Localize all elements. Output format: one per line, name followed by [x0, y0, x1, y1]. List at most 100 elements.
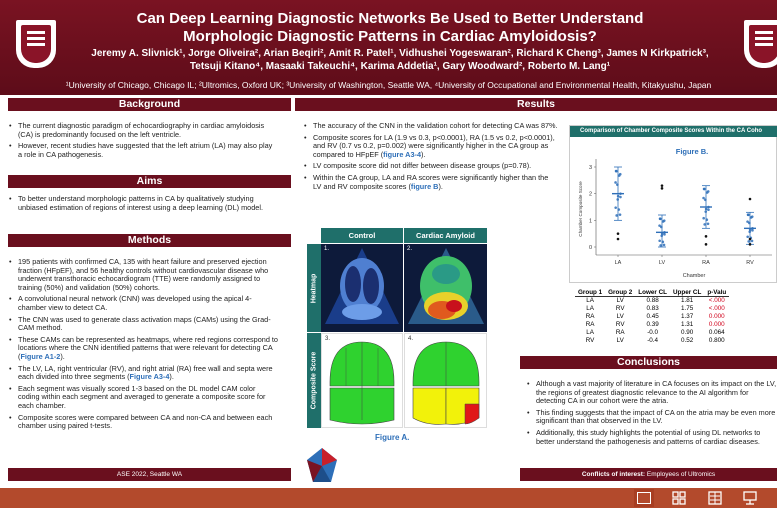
list-item: The current diagnostic paradigm of echoc…: [8, 121, 278, 139]
table-row: RV LV -0.4 0.52 0.800: [575, 337, 729, 345]
figure-a: Control Cardiac Amyloid Heatmap Composit…: [307, 228, 487, 428]
data-point: [702, 187, 706, 191]
table-cell: 0.000: [708, 313, 725, 320]
document-view-icon[interactable]: [708, 491, 722, 505]
row-label: Composite Score: [310, 351, 318, 410]
data-point: [658, 239, 661, 243]
list-item: Composite scores for LA (1.9 vs 0.3, p<0…: [303, 133, 558, 160]
outlier-point: [748, 243, 752, 246]
data-point: [616, 194, 620, 198]
data-point: [619, 195, 622, 199]
authors-line-1: Jeremy A. Slivnick¹, Jorge Oliveira², Ar…: [91, 48, 709, 59]
chart-plot: Figure B. Chamber Composite Score Chambe…: [578, 147, 772, 279]
poster-header: Can Deep Learning Diagnostic Networks Be…: [0, 0, 777, 95]
single-page-view-icon[interactable]: [634, 489, 654, 507]
data-point: [617, 208, 621, 211]
data-point: [663, 233, 666, 236]
x-tick-label: RV: [746, 260, 754, 266]
authors-line-2: Tetsuji Kitano⁴, Masaaki Takeuchi⁴, Kari…: [189, 61, 611, 72]
text: These CAMs can be represented as heatmap…: [18, 334, 278, 361]
data-point: [747, 240, 750, 243]
grid-view-icon[interactable]: [672, 491, 686, 505]
authors: Jeremy A. Slivnick¹, Jorge Oliveira², Ar…: [60, 47, 740, 73]
data-point: [706, 190, 710, 193]
data-point: [616, 183, 619, 186]
data-point: [660, 234, 664, 238]
table-cell: -0.0: [647, 329, 659, 336]
outlier-point: [660, 187, 664, 190]
data-point: [748, 221, 751, 225]
data-point: [750, 215, 754, 218]
data-point: [746, 213, 750, 217]
list-item: The LV, LA, right ventricular (RV), and …: [8, 363, 278, 382]
table-cell: LA: [586, 305, 594, 312]
x-tick-label: LA: [615, 260, 622, 266]
outlier-point: [748, 237, 752, 241]
outlier-point: [704, 243, 708, 246]
data-point: [704, 207, 708, 211]
viewer-toolbar: [0, 488, 777, 508]
list-item: This finding suggests that the impact of…: [526, 408, 777, 426]
conclusions-text: Although a vast majority of literature i…: [526, 379, 777, 449]
title-line-2: Morphologic Diagnostic Patterns in Cardi…: [183, 28, 597, 45]
table-cell: 0.39: [646, 321, 659, 328]
table-cell: RA: [585, 313, 595, 320]
table-cell: 0.52: [681, 337, 694, 344]
heart-logo-icon: [307, 448, 337, 482]
figure-link[interactable]: Figure A1-2: [20, 351, 61, 361]
conflicts-label: Conflicts of interest:: [581, 471, 646, 478]
university-logo-left: [16, 20, 56, 68]
table-header-cell: Upper CL: [669, 289, 705, 297]
data-point: [748, 228, 752, 232]
composite-control-diagram: 3.: [321, 333, 403, 428]
data-point: [614, 206, 617, 209]
figure-link[interactable]: figure A3-4: [383, 149, 421, 159]
table-cell: 0.45: [646, 313, 659, 320]
data-point: [705, 218, 709, 221]
table-row: RA RV 0.39 1.31 0.000: [575, 321, 729, 329]
text: The LV, LA, right ventricular (RV), and …: [18, 363, 273, 382]
data-point: [614, 181, 617, 184]
university-logo-right: [744, 20, 777, 68]
list-item: The CNN was used to generate class activ…: [8, 315, 278, 333]
y-tick-label: 2: [589, 192, 592, 198]
table-cell: 1.75: [681, 305, 694, 312]
figure-b-chart: Comparison of Chamber Composite Scores W…: [569, 125, 777, 283]
data-point: [661, 240, 665, 244]
list-item: To better understand morphologic pattern…: [8, 194, 278, 212]
text: ).: [60, 351, 65, 361]
shield-icon: [749, 25, 777, 63]
table-header-cell: Group 1: [575, 289, 606, 297]
chart-title: Comparison of Chamber Composite Scores W…: [570, 126, 777, 137]
aims-text: To better understand morphologic pattern…: [8, 194, 278, 215]
figure-link[interactable]: Figure A3-4: [129, 372, 170, 382]
data-point: [746, 235, 749, 239]
table-header-cell: Group 2: [605, 289, 636, 297]
title-line-1: Can Deep Learning Diagnostic Networks Be…: [136, 10, 644, 27]
y-tick-label: 3: [589, 165, 592, 171]
data-point: [704, 210, 708, 213]
presentation-view-icon[interactable]: [743, 491, 757, 505]
outlier-point: [660, 184, 664, 187]
table-cell: RV: [615, 321, 625, 328]
heatmap-control-image: 1.: [321, 244, 403, 332]
panel-number: 2.: [407, 246, 413, 252]
table-row: LA LV 0.88 1.81 <.000: [575, 297, 729, 306]
data-point: [614, 169, 618, 173]
table-cell: 1.31: [681, 321, 694, 328]
chart-subtitle: Figure B.: [676, 147, 709, 156]
table-cell: 0.000: [708, 321, 725, 328]
shield-icon: [21, 25, 51, 63]
figure-a-row-heatmap: Heatmap: [307, 244, 321, 332]
table-row: LA RA -0.0 0.90 0.064: [575, 329, 729, 337]
figure-link[interactable]: figure B: [410, 181, 439, 191]
x-tick-label: LV: [659, 260, 666, 266]
conclusions-heading: Conclusions: [520, 356, 777, 369]
data-point: [704, 198, 707, 202]
figure-a-row-composite: Composite Score: [307, 333, 321, 428]
data-point: [659, 244, 662, 247]
list-item: The accuracy of the CNN in the validatio…: [303, 121, 558, 131]
table-cell: <.000: [708, 305, 725, 312]
data-point: [662, 243, 666, 247]
